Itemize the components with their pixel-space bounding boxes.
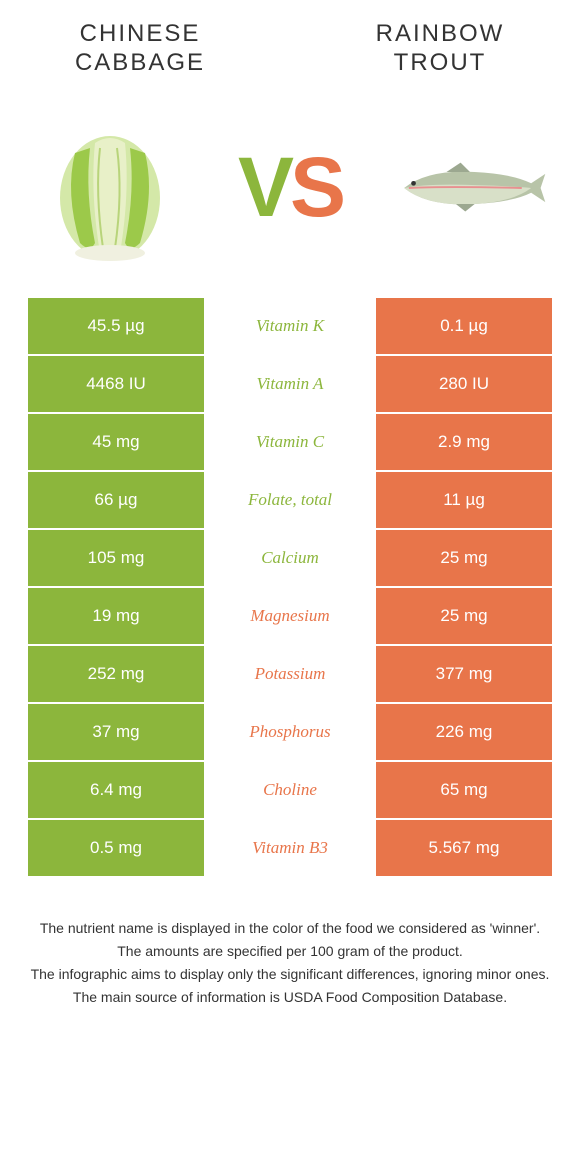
left-value: 45 mg bbox=[28, 414, 204, 470]
table-row: 252 mgPotassium377 mg bbox=[28, 646, 552, 702]
footer-line: The nutrient name is displayed in the co… bbox=[28, 918, 552, 939]
vs-label: VS bbox=[238, 139, 342, 236]
images-row: VS bbox=[0, 88, 580, 298]
left-value: 4468 IU bbox=[28, 356, 204, 412]
nutrient-name: Vitamin K bbox=[204, 298, 376, 354]
nutrient-name: Vitamin B3 bbox=[204, 820, 376, 876]
right-value: 5.567 mg bbox=[376, 820, 552, 876]
table-row: 37 mgPhosphorus226 mg bbox=[28, 704, 552, 760]
title-text: CHINESE bbox=[40, 20, 240, 49]
right-value: 25 mg bbox=[376, 530, 552, 586]
footer-line: The main source of information is USDA F… bbox=[28, 987, 552, 1008]
vs-v: V bbox=[238, 140, 290, 234]
left-value: 66 µg bbox=[28, 472, 204, 528]
nutrient-name: Calcium bbox=[204, 530, 376, 586]
trout-image bbox=[390, 108, 550, 268]
right-value: 226 mg bbox=[376, 704, 552, 760]
title-text: TROUT bbox=[340, 49, 540, 78]
table-row: 66 µgFolate, total11 µg bbox=[28, 472, 552, 528]
nutrient-name: Choline bbox=[204, 762, 376, 818]
left-value: 0.5 mg bbox=[28, 820, 204, 876]
left-value: 45.5 µg bbox=[28, 298, 204, 354]
trout-icon bbox=[390, 153, 550, 223]
nutrient-table: 45.5 µgVitamin K0.1 µg4468 IUVitamin A28… bbox=[0, 298, 580, 876]
right-value: 377 mg bbox=[376, 646, 552, 702]
header: CHINESE CABBAGE RAINBOW TROUT bbox=[0, 0, 580, 88]
table-row: 4468 IUVitamin A280 IU bbox=[28, 356, 552, 412]
vs-s: S bbox=[290, 140, 342, 234]
footer-line: The amounts are specified per 100 gram o… bbox=[28, 941, 552, 962]
nutrient-name: Magnesium bbox=[204, 588, 376, 644]
left-value: 6.4 mg bbox=[28, 762, 204, 818]
left-value: 252 mg bbox=[28, 646, 204, 702]
footer-notes: The nutrient name is displayed in the co… bbox=[0, 878, 580, 1008]
left-value: 105 mg bbox=[28, 530, 204, 586]
right-value: 2.9 mg bbox=[376, 414, 552, 470]
right-value: 65 mg bbox=[376, 762, 552, 818]
right-value: 280 IU bbox=[376, 356, 552, 412]
table-row: 105 mgCalcium25 mg bbox=[28, 530, 552, 586]
cabbage-icon bbox=[45, 113, 175, 263]
right-value: 11 µg bbox=[376, 472, 552, 528]
table-row: 19 mgMagnesium25 mg bbox=[28, 588, 552, 644]
table-row: 6.4 mgCholine65 mg bbox=[28, 762, 552, 818]
footer-line: The infographic aims to display only the… bbox=[28, 964, 552, 985]
nutrient-name: Potassium bbox=[204, 646, 376, 702]
left-value: 19 mg bbox=[28, 588, 204, 644]
cabbage-image bbox=[30, 108, 190, 268]
nutrient-name: Vitamin A bbox=[204, 356, 376, 412]
left-value: 37 mg bbox=[28, 704, 204, 760]
title-text: CABBAGE bbox=[40, 49, 240, 78]
right-food-title: RAINBOW TROUT bbox=[340, 20, 540, 78]
right-value: 25 mg bbox=[376, 588, 552, 644]
right-value: 0.1 µg bbox=[376, 298, 552, 354]
table-row: 45 mgVitamin C2.9 mg bbox=[28, 414, 552, 470]
left-food-title: CHINESE CABBAGE bbox=[40, 20, 240, 78]
nutrient-name: Vitamin C bbox=[204, 414, 376, 470]
nutrient-name: Phosphorus bbox=[204, 704, 376, 760]
table-row: 45.5 µgVitamin K0.1 µg bbox=[28, 298, 552, 354]
title-text: RAINBOW bbox=[340, 20, 540, 49]
nutrient-name: Folate, total bbox=[204, 472, 376, 528]
table-row: 0.5 mgVitamin B35.567 mg bbox=[28, 820, 552, 876]
